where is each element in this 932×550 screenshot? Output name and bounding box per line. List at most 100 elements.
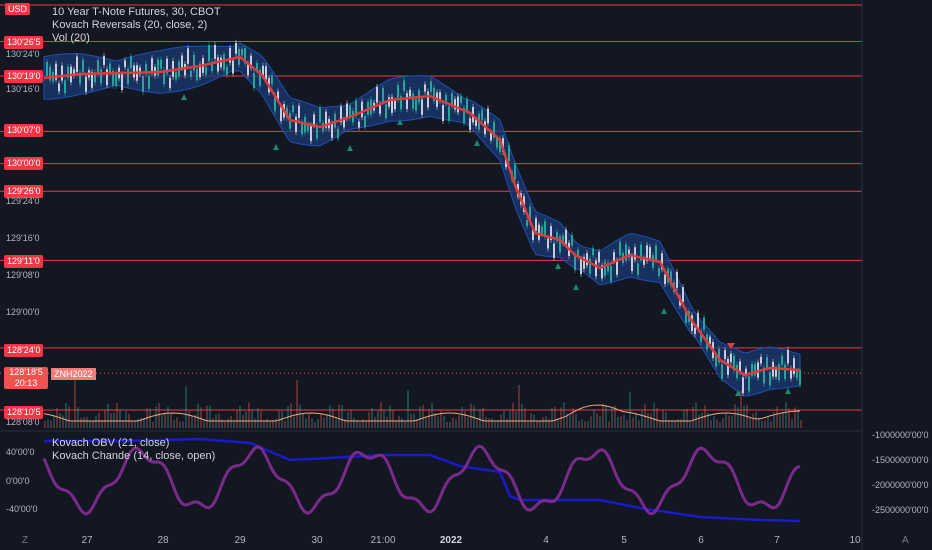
- volume-bar: [419, 406, 421, 428]
- volume-bar: [689, 421, 691, 428]
- candle-body: [559, 236, 561, 253]
- volume-bar: [299, 404, 301, 428]
- volume-bar: [383, 409, 385, 428]
- reversal-up-marker: [474, 140, 480, 146]
- candle-body: [394, 100, 396, 110]
- candle-body: [145, 63, 147, 75]
- volume-bar: [434, 413, 436, 428]
- indicator-vol-label[interactable]: Vol (20): [52, 32, 90, 44]
- obv-axis-label: -1500000'00'0: [872, 455, 929, 465]
- volume-bar: [503, 410, 505, 428]
- volume-bar: [236, 410, 238, 428]
- candle-body: [277, 91, 279, 101]
- volume-bar: [185, 386, 187, 428]
- volume-bar: [614, 405, 616, 428]
- volume-bar: [374, 416, 376, 428]
- volume-bar: [368, 412, 370, 428]
- candle-body: [457, 96, 459, 113]
- candle-body: [754, 363, 756, 376]
- candle-body: [487, 108, 489, 124]
- candle-body: [625, 244, 627, 261]
- candle-body: [175, 72, 177, 80]
- volume-bar: [113, 412, 115, 428]
- volume-bar: [398, 415, 400, 428]
- candle-body: [262, 65, 264, 76]
- volume-bar: [269, 421, 271, 428]
- price-axis-label: 128'08'0: [6, 417, 40, 427]
- candle-body: [208, 45, 210, 62]
- volume-bar: [479, 409, 481, 428]
- volume-bar: [107, 403, 109, 428]
- volume-bar: [611, 407, 613, 428]
- volume-bar: [170, 413, 172, 428]
- candle-body: [244, 48, 246, 64]
- candle-body: [142, 76, 144, 92]
- candle-body: [739, 361, 741, 372]
- volume-bar: [701, 412, 703, 428]
- volume-bar: [686, 409, 688, 428]
- candle-body: [400, 96, 402, 110]
- auto-scale-toggle[interactable]: A: [902, 535, 909, 546]
- obv-axis-label: -1000000'00'0: [872, 430, 929, 440]
- volume-bar: [716, 419, 718, 428]
- volume-bar: [683, 410, 685, 428]
- volume-bar: [668, 420, 670, 428]
- volume-bar: [449, 421, 451, 428]
- zoom-toggle[interactable]: Z: [22, 535, 29, 546]
- volume-bar: [74, 377, 76, 428]
- volume-bar: [458, 415, 460, 428]
- volume-bar: [512, 402, 514, 428]
- volume-bar: [98, 412, 100, 428]
- time-axis-label: 30: [311, 535, 323, 546]
- candle-body: [460, 95, 462, 104]
- volume-bar: [350, 410, 352, 428]
- current-price-tag: 128'18'5 20:13: [4, 367, 48, 389]
- volume-bar: [515, 411, 517, 428]
- volume-bar: [590, 416, 592, 428]
- volume-bar: [275, 418, 277, 428]
- candle-body: [424, 84, 426, 92]
- level-tag: 128'10'5: [4, 406, 44, 419]
- volume-bar: [632, 417, 634, 428]
- candle-body: [364, 115, 366, 128]
- volume-bar: [149, 408, 151, 428]
- volume-bar: [695, 402, 697, 428]
- volume-bar: [773, 412, 775, 428]
- obv-indicator-label[interactable]: Kovach OBV (21, close): [52, 437, 170, 449]
- obv-line: [44, 437, 801, 523]
- time-axis-label: 4: [543, 535, 549, 546]
- candle-body: [727, 358, 729, 375]
- candle-body: [382, 88, 384, 102]
- volume-bar: [224, 421, 226, 428]
- candle-body: [313, 114, 315, 126]
- candle-body: [640, 244, 642, 261]
- candle-body: [130, 56, 132, 69]
- time-axis-label: 5: [621, 535, 627, 546]
- candle-body: [190, 70, 192, 78]
- volume-bar: [371, 408, 373, 428]
- volume-bar: [752, 413, 754, 428]
- candle-body: [388, 97, 390, 107]
- volume-bar: [131, 420, 133, 428]
- candle-body: [226, 66, 228, 75]
- volume-bar: [134, 421, 136, 428]
- chande-line: [42, 444, 801, 516]
- volume-bar: [605, 405, 607, 428]
- candle-body: [385, 104, 387, 119]
- volume-bar: [608, 421, 610, 428]
- candle-body: [535, 218, 537, 231]
- volume-bar: [719, 421, 721, 428]
- volume-bar: [791, 418, 793, 428]
- candle-body: [799, 369, 801, 386]
- chande-indicator-label[interactable]: Kovach Chande (14, close, open): [52, 450, 216, 462]
- currency-badge[interactable]: USD: [5, 3, 31, 15]
- level-tag: 130'07'0: [4, 124, 44, 137]
- candle-body: [337, 128, 339, 139]
- volume-bar: [209, 405, 211, 428]
- candle-body: [205, 66, 207, 75]
- volume-bar: [767, 417, 769, 428]
- indicator-reversals-label[interactable]: Kovach Reversals (20, close, 2): [52, 19, 208, 31]
- candle-body: [613, 252, 615, 262]
- candle-body: [49, 66, 51, 81]
